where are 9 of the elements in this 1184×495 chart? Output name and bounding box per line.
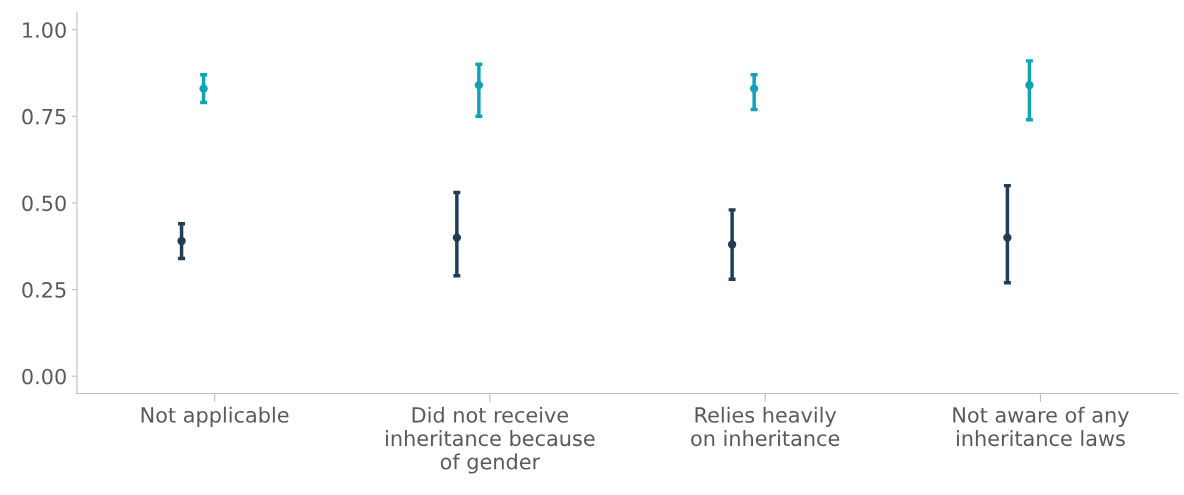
- y-tick-label: 0.25: [22, 282, 66, 298]
- y-tick-label: 0.00: [22, 368, 66, 385]
- y-tick-label: 0.50: [22, 195, 66, 212]
- x-tick-label: Relies heavily on inheritance: [691, 406, 840, 447]
- x-tick-label: Not applicable: [141, 406, 289, 427]
- x-tick-label: Did not receive inheritance because of gender: [386, 406, 595, 474]
- y-tick-label: 1.00: [23, 22, 66, 38]
- x-tick-label: Not aware of any inheritance laws: [953, 406, 1129, 447]
- y-tick-label: 0.75: [22, 108, 66, 125]
